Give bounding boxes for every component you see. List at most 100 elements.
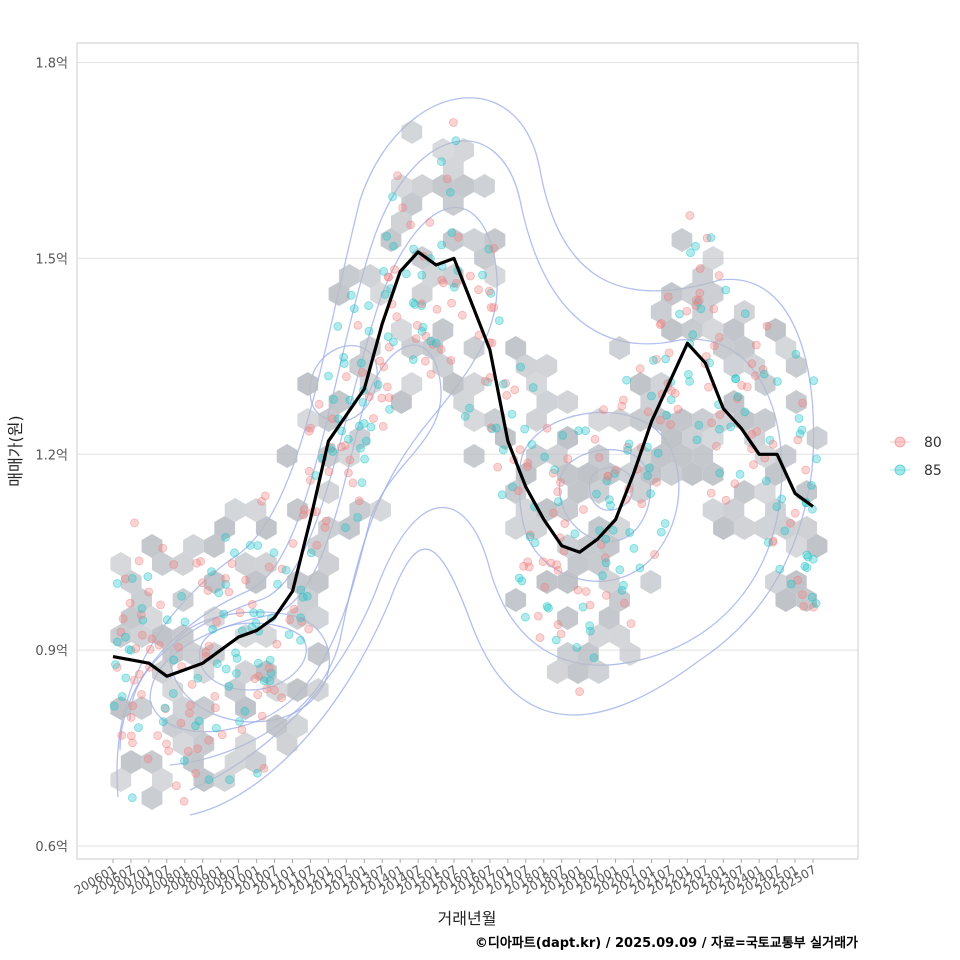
y-tick-label: 0.9억 xyxy=(35,644,68,659)
scatter-point xyxy=(695,264,705,273)
scatter-point xyxy=(296,585,306,595)
hexbin-cell xyxy=(463,372,485,396)
scatter-point xyxy=(137,630,147,640)
scatter-point xyxy=(510,385,520,395)
hexbin-cell xyxy=(255,516,277,540)
scatter-point xyxy=(127,793,137,803)
scatter-point xyxy=(273,579,282,589)
scatter-point xyxy=(341,523,350,533)
scatter-point xyxy=(235,608,245,617)
scatter-point xyxy=(304,624,314,634)
hexbin-cell xyxy=(214,516,236,540)
hexbin-cell xyxy=(120,750,142,774)
scatter-point xyxy=(289,604,299,614)
scatter-point xyxy=(312,540,322,550)
scatter-point xyxy=(156,600,165,610)
scatter-point xyxy=(227,559,237,568)
scatter-point xyxy=(656,527,666,537)
hexbin-cell xyxy=(578,462,599,486)
scatter-point xyxy=(224,587,234,597)
scatter-point xyxy=(174,642,183,652)
hexbin-cell xyxy=(141,534,163,558)
hexbin-cell xyxy=(411,174,433,198)
scatter-point xyxy=(129,675,139,685)
hexbin-cell xyxy=(276,444,298,468)
hexbin-cell xyxy=(598,570,620,594)
scatter-point xyxy=(145,645,155,654)
scatter-point xyxy=(802,563,812,573)
scatter-point xyxy=(491,423,501,433)
trend-line xyxy=(112,250,814,678)
scatter-point xyxy=(682,306,692,316)
scatter-point xyxy=(751,340,761,350)
scatter-point xyxy=(721,285,731,295)
scatter-point xyxy=(137,604,147,613)
scatter-point xyxy=(229,548,239,558)
scatter-point xyxy=(253,658,263,668)
hexbin-cell xyxy=(391,174,412,198)
hexbin-cell xyxy=(682,462,703,486)
trend-line-layer xyxy=(112,250,814,678)
scatter-point xyxy=(688,330,698,340)
hexbin-cell xyxy=(515,354,537,378)
hexbin-cell xyxy=(505,480,527,504)
scatter-point xyxy=(354,421,364,431)
y-tick-label: 1.2억 xyxy=(35,448,68,463)
hexbin-cell xyxy=(588,624,610,648)
scatter-point xyxy=(533,611,543,621)
hexbin-cell xyxy=(744,426,766,450)
scatter-point xyxy=(296,613,306,623)
hexbin-cell xyxy=(162,714,184,738)
scatter-point xyxy=(551,635,561,645)
scatter-point xyxy=(136,610,146,620)
hexbin-cell xyxy=(650,300,672,324)
scatter-point xyxy=(807,480,816,490)
scatter-point xyxy=(237,725,247,734)
scatter-point xyxy=(208,624,218,634)
scatter-point xyxy=(154,640,164,650)
scatter-point xyxy=(438,278,448,288)
hexbin-cell xyxy=(609,588,630,612)
scatter-point xyxy=(426,369,436,379)
scatter-point xyxy=(742,382,752,392)
hexbin-cell xyxy=(339,264,360,288)
hexbin-cell xyxy=(131,624,152,648)
scatter-point xyxy=(131,644,141,653)
scatter-point xyxy=(353,320,363,330)
scatter-point xyxy=(379,362,389,372)
scatter-point xyxy=(579,505,588,514)
scatter-point xyxy=(162,739,171,749)
scatter-point xyxy=(451,136,461,146)
legend-key-85 xyxy=(894,464,906,476)
scatter-point xyxy=(327,414,337,424)
scatter-point xyxy=(585,621,594,630)
scatter-point xyxy=(417,299,427,309)
scatter-point xyxy=(645,463,654,473)
scatter-point xyxy=(409,244,419,254)
hexbin-cell xyxy=(702,318,724,342)
scatter-point xyxy=(390,265,399,274)
scatter-point xyxy=(231,669,241,678)
scatter-point xyxy=(269,548,279,558)
hexbin-cell xyxy=(588,660,610,684)
scatter-point xyxy=(183,746,193,756)
scatter-point xyxy=(478,270,487,280)
scatter-point xyxy=(706,488,716,498)
hexbin-cell xyxy=(546,444,568,468)
hexbin-cell xyxy=(702,282,724,306)
scatter-point xyxy=(348,478,358,488)
scatter-point xyxy=(585,600,595,610)
hexbin-cell xyxy=(505,516,527,540)
hexbin-cell xyxy=(806,534,828,558)
hexbin-cell xyxy=(775,588,797,612)
scatter-point xyxy=(523,458,533,468)
scatter-point xyxy=(442,174,452,184)
scatter-point xyxy=(168,689,178,698)
scatter-point xyxy=(656,318,666,328)
hexbin-cell xyxy=(692,408,714,432)
scatter-point xyxy=(111,660,120,669)
scatter-point xyxy=(762,321,772,331)
scatter-point xyxy=(747,429,757,439)
scatter-point xyxy=(259,676,269,686)
scatter-point xyxy=(747,359,757,369)
